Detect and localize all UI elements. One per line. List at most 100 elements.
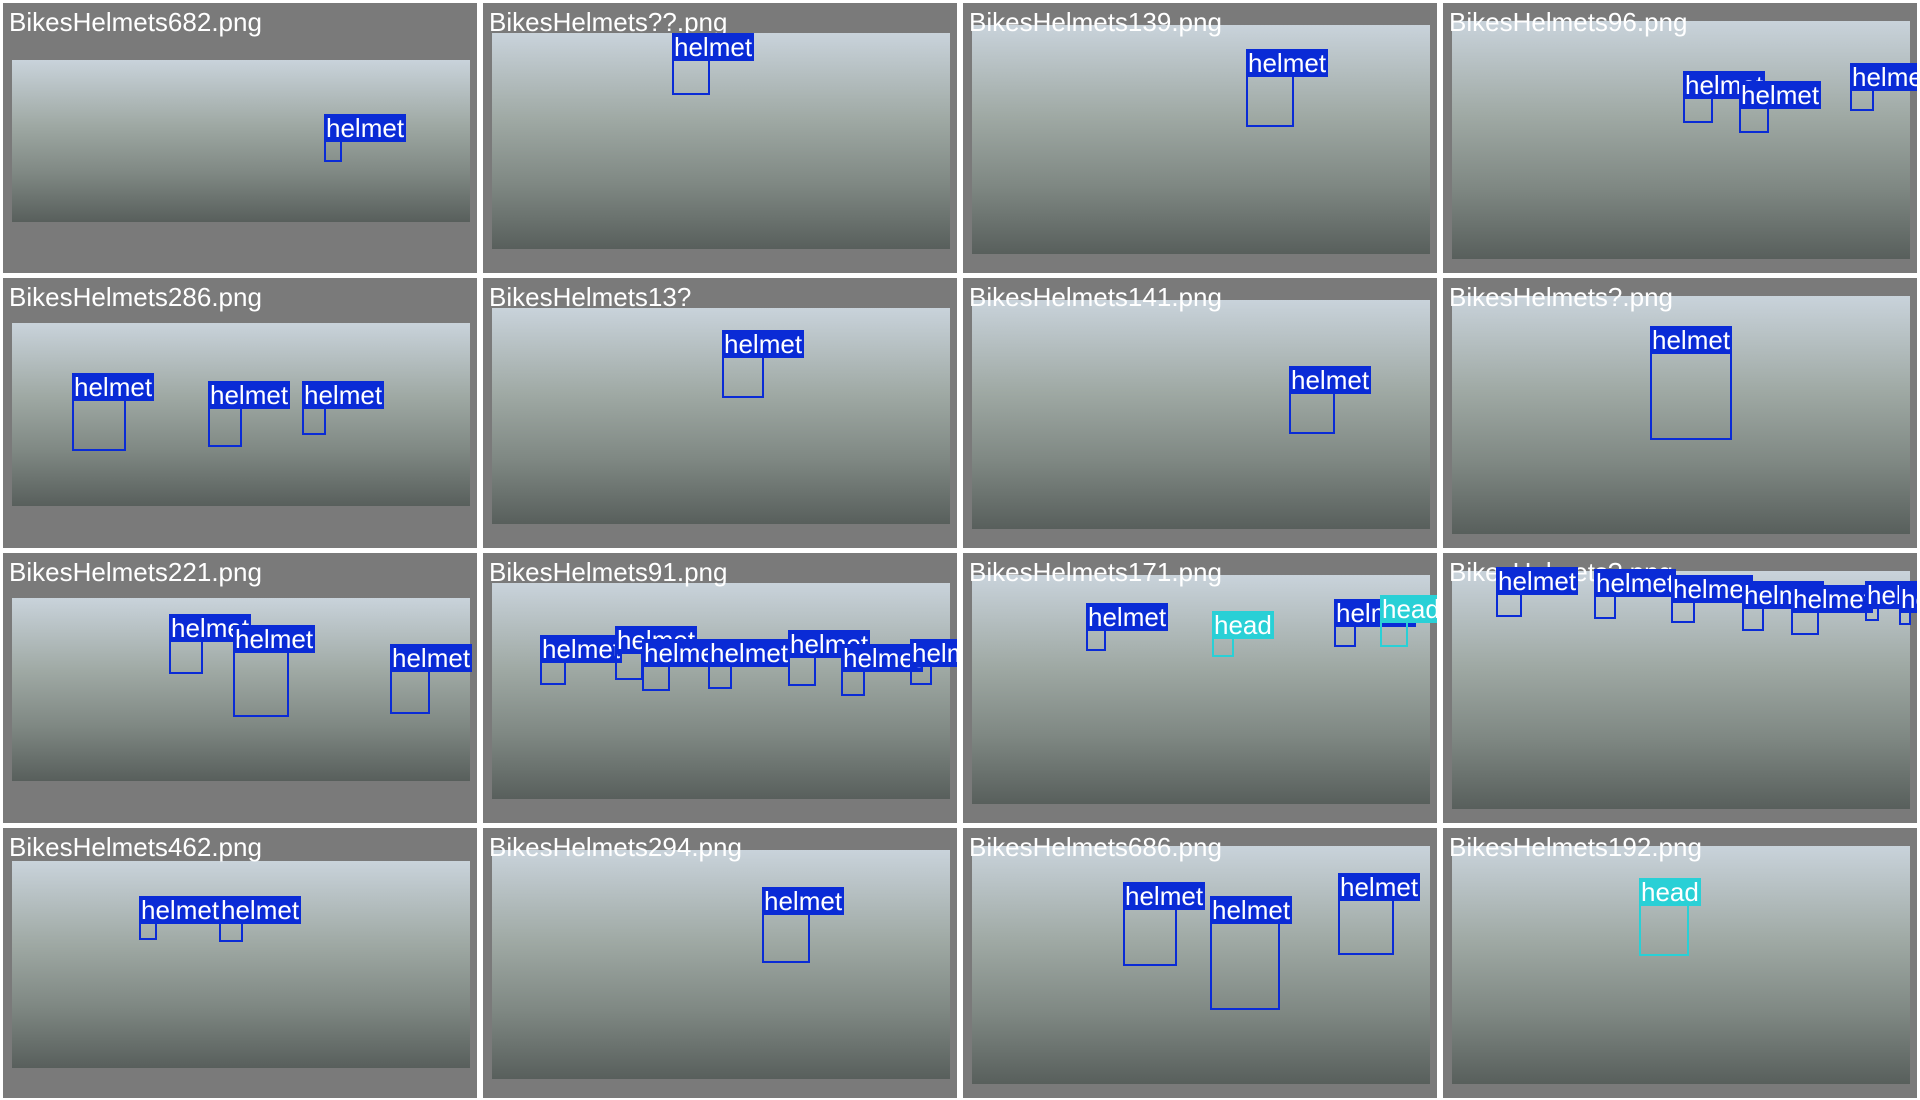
detection-label: helmet <box>1791 584 1874 614</box>
detection-label: helmet <box>1899 585 1917 613</box>
tile-filename: BikesHelmets91.png <box>489 557 728 587</box>
tile-photo <box>492 850 950 1079</box>
tile-filename: BikesHelmets13? <box>489 282 692 312</box>
helmet-bounding-box: helmet <box>615 626 698 680</box>
tile-photo <box>1452 21 1910 259</box>
detection-label: helmet <box>762 886 845 916</box>
helmet-bounding-box: helmet <box>1739 81 1822 133</box>
tile-filename: BikesHelmets462.png <box>9 832 262 862</box>
helmet-bounding-box: helmet <box>1742 581 1825 631</box>
helmet-bounding-box: helmet <box>1246 49 1329 127</box>
helmet-bounding-box: helmet <box>540 635 623 685</box>
helmet-bounding-box: helmet <box>302 381 385 435</box>
helmet-bounding-box: helmet <box>208 381 291 447</box>
tile-filename: BikesHelmets?.png <box>1449 282 1673 312</box>
result-tile: BikesHelmets462.png helmet helmet <box>3 828 477 1098</box>
helmet-bounding-box: helmet <box>1210 896 1293 1010</box>
result-tile: BikesHelmets??.png helmet <box>483 3 957 273</box>
detection-label: helmet <box>1338 872 1421 902</box>
result-tile: BikesHelmets221.png helmet helmet helmet <box>3 553 477 823</box>
tile-filename: BikesHelmets221.png <box>9 557 262 587</box>
result-tile: BikesHelmets141.png helmet <box>963 278 1437 548</box>
detection-label: helmet <box>1246 48 1329 78</box>
result-tile: BikesHelmets294.png helmet <box>483 828 957 1098</box>
tile-filename: BikesHelmets192.png <box>1449 832 1702 862</box>
helmet-bounding-box: helmet <box>1123 882 1206 966</box>
helmet-bounding-box: helmet <box>169 614 252 674</box>
head-bounding-box: head <box>1380 595 1437 647</box>
detection-label: helmet <box>1671 574 1754 604</box>
helmet-bounding-box: helmet <box>1865 581 1917 621</box>
result-tile: BikesHelmets686.png helmet helmet helmet <box>963 828 1437 1098</box>
helmet-bounding-box: helmet <box>672 33 755 95</box>
detection-label: helmet <box>1739 80 1822 110</box>
tile-filename: BikesHelmets286.png <box>9 282 262 312</box>
helmet-bounding-box: helmet <box>910 639 957 685</box>
tile-filename: BikesHelmets686.png <box>969 832 1222 862</box>
detection-label: helmet <box>139 895 222 925</box>
result-tile: BikesHelmets?.pnghelmethelmethelmethelme… <box>1443 553 1917 823</box>
detection-label: helmet <box>1123 881 1206 911</box>
detection-label: helmet <box>72 372 155 402</box>
helmet-bounding-box: helmet <box>1594 569 1677 619</box>
detection-label: helmet <box>1650 325 1733 355</box>
tile-photo <box>492 308 950 524</box>
detection-label: helmet <box>1086 602 1169 632</box>
tile-filename: BikesHelmets??.png <box>489 7 728 37</box>
tile-filename: BikesHelmets139.png <box>969 7 1222 37</box>
detection-label: helmet <box>1496 566 1579 596</box>
helmet-bounding-box: helmet <box>390 644 473 714</box>
detection-label: helmet <box>1594 568 1677 598</box>
detection-label: head <box>1212 610 1274 640</box>
helmet-bounding-box: helmet <box>708 639 791 689</box>
helmet-bounding-box: helmet <box>233 625 316 717</box>
result-tile: BikesHelmets682.png helmet <box>3 3 477 273</box>
helmet-bounding-box: helmet <box>1899 585 1917 625</box>
detection-label: helmet <box>540 634 623 664</box>
helmet-bounding-box: helmet <box>642 639 725 691</box>
tile-filename: BikesHelmets171.png <box>969 557 1222 587</box>
tile-photo <box>972 25 1430 254</box>
helmet-bounding-box: helmet <box>1650 326 1733 440</box>
detection-label: helmet <box>1289 365 1372 395</box>
helmet-bounding-box: helmet <box>219 896 302 942</box>
result-tile: BikesHelmets13? helmet <box>483 278 957 548</box>
helmet-bounding-box: helmet <box>1791 585 1874 635</box>
helmet-bounding-box: helmet <box>788 630 871 686</box>
result-tile: BikesHelmets171.png helmet head helmet head <box>963 553 1437 823</box>
tile-filename: BikesHelmets682.png <box>9 7 262 37</box>
helmet-bounding-box: helmet <box>1334 599 1417 647</box>
tile-photo <box>492 583 950 799</box>
detection-label: head <box>1380 595 1437 623</box>
helmet-bounding-box: helmet <box>1671 575 1754 623</box>
detection-label: helmet <box>672 32 755 62</box>
tile-filename: BikesHelmets141.png <box>969 282 1222 312</box>
result-tile: BikesHelmets139.png helmet <box>963 3 1437 273</box>
helmet-bounding-box: helmet <box>722 330 805 398</box>
detection-label: helmet <box>324 113 407 143</box>
result-tile: BikesHelmets?.png helmet <box>1443 278 1917 548</box>
result-tile: BikesHelmets192.png head <box>1443 828 1917 1098</box>
tile-photo <box>12 861 470 1068</box>
detection-label: helmet <box>1850 63 1917 91</box>
helmet-bounding-box: helmet <box>1289 366 1372 434</box>
helmet-bounding-box: helmet <box>72 373 155 451</box>
detection-label: helmet <box>722 329 805 359</box>
tile-filename: BikesHelmets96.png <box>1449 7 1688 37</box>
helmet-bounding-box: helmet <box>1338 873 1421 955</box>
helmet-bounding-box: helmet <box>139 896 222 940</box>
detection-label: helmet <box>1210 895 1293 925</box>
detection-label: helmet <box>910 639 957 667</box>
result-tile: BikesHelmets286.png helmet helmet helmet <box>3 278 477 548</box>
detection-label: head <box>1639 877 1701 907</box>
result-tile: BikesHelmets91.png helmet helmet helmet helm… <box>483 553 957 823</box>
tile-photo <box>492 33 950 249</box>
detection-label: helmet <box>302 380 385 410</box>
detection-label: helmet <box>390 643 473 673</box>
detection-label: helmet <box>208 380 291 410</box>
detection-label: helmet <box>841 643 924 673</box>
helmet-bounding-box: helmet <box>1850 63 1917 111</box>
helmet-bounding-box: helmet <box>324 114 407 162</box>
